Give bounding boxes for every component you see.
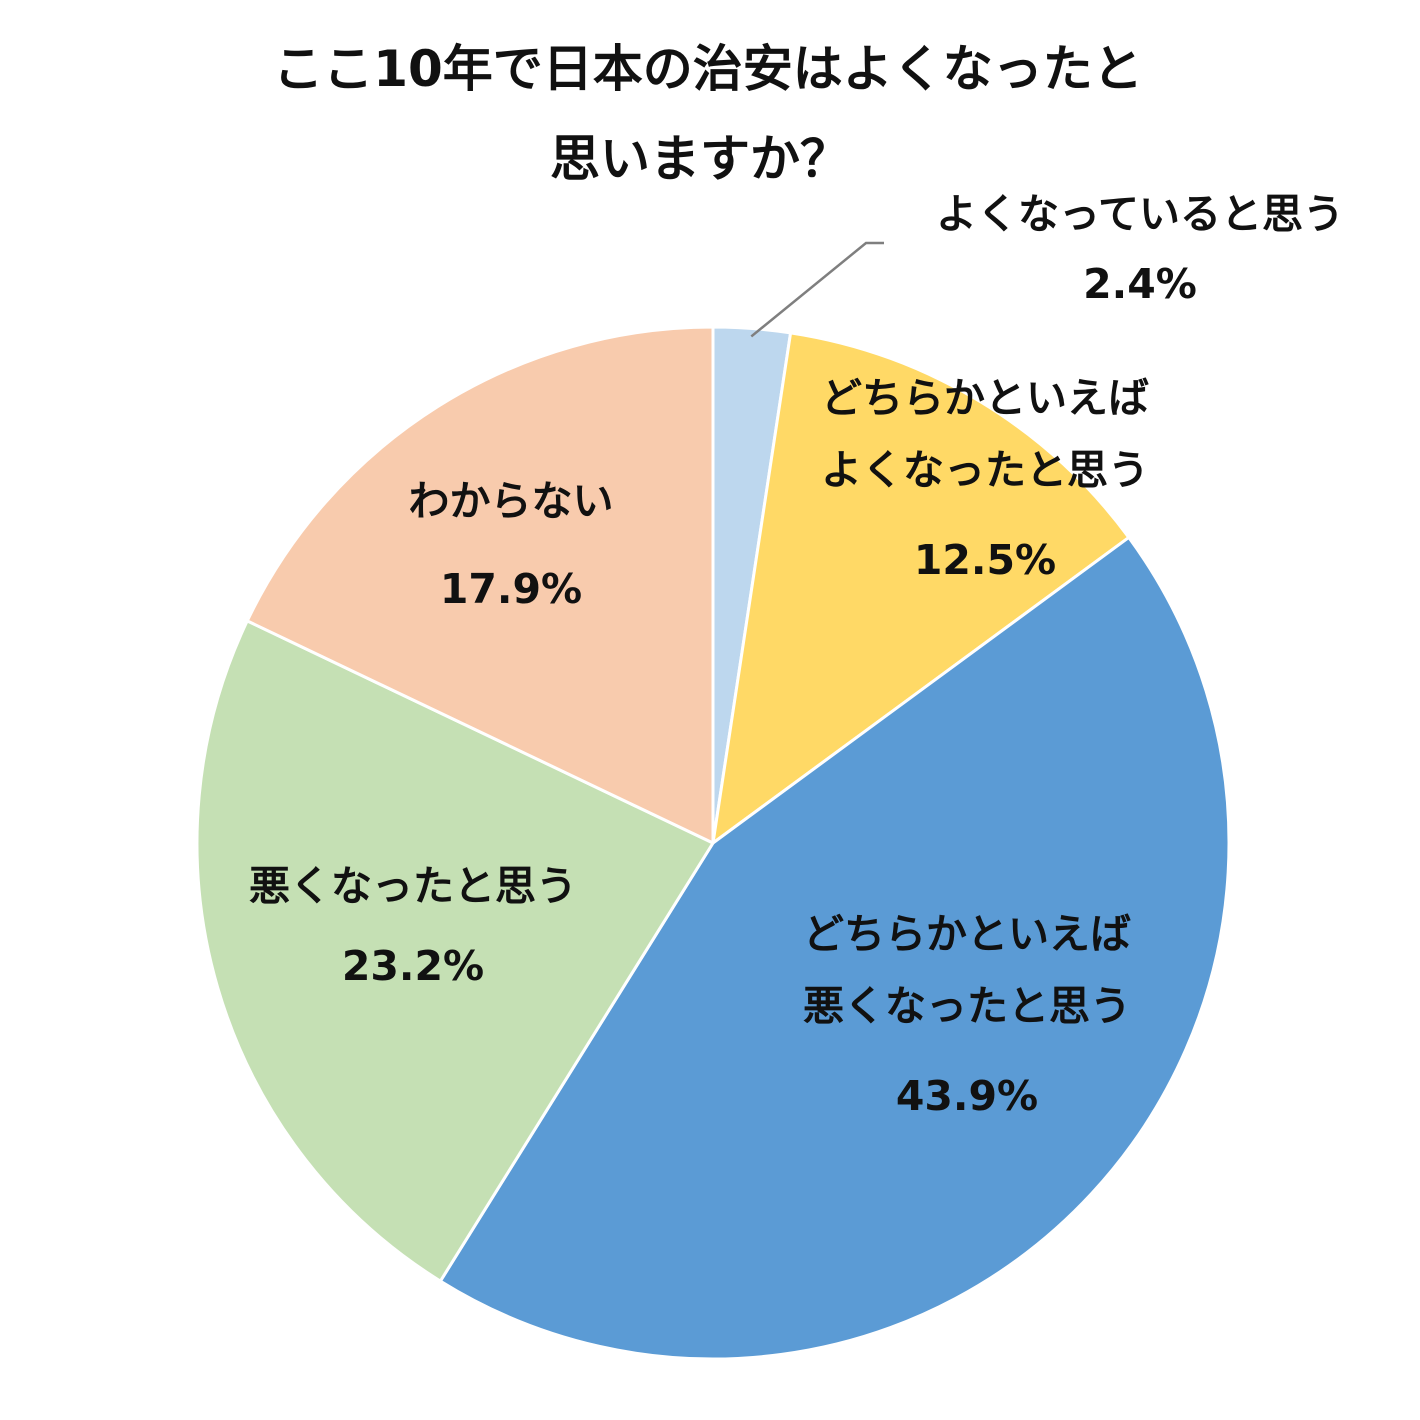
pie-slice-5 [245,325,715,845]
slice-labels: よくなっていると思う2.4%どちらかといえばよくなったと思う12.5%どちらかと… [249,190,1344,1120]
pie-slice-3 [438,535,1231,1361]
slice-label-2-line-2: よくなったと思う [821,446,1149,494]
pie-slice-2 [711,331,1131,845]
slice-value-label-1: 2.4% [1083,260,1197,308]
chart-title-line-1: ここ10年で日本の治安はよくなったと [273,40,1143,98]
slice-label-3-line-1: どちらかといえば [803,910,1131,958]
pie-slice-4 [195,619,715,1283]
slice-label-4-line-1: 悪くなったと思う [249,862,577,910]
slice-label-3-line-2: 悪くなったと思う [803,982,1131,1030]
slice-value-label-4: 23.2% [342,942,484,990]
slice-label-5-line-1: わからない [409,477,614,525]
slice-label-1-line-1: よくなっていると思う [936,190,1344,238]
chart-title: ここ10年で日本の治安はよくなったと 思いますか？ [273,40,1143,188]
slice-value-label-3: 43.9% [896,1072,1038,1120]
slice-label-2-line-1: どちらかといえば [821,374,1149,422]
slice-value-label-5: 17.9% [440,565,582,613]
chart-title-line-2: 思いますか？ [550,130,850,188]
callout-line [750,241,884,338]
callout-lines [750,241,884,338]
slice-value-label-2: 12.5% [914,536,1056,584]
pie-slices [195,325,1231,1361]
